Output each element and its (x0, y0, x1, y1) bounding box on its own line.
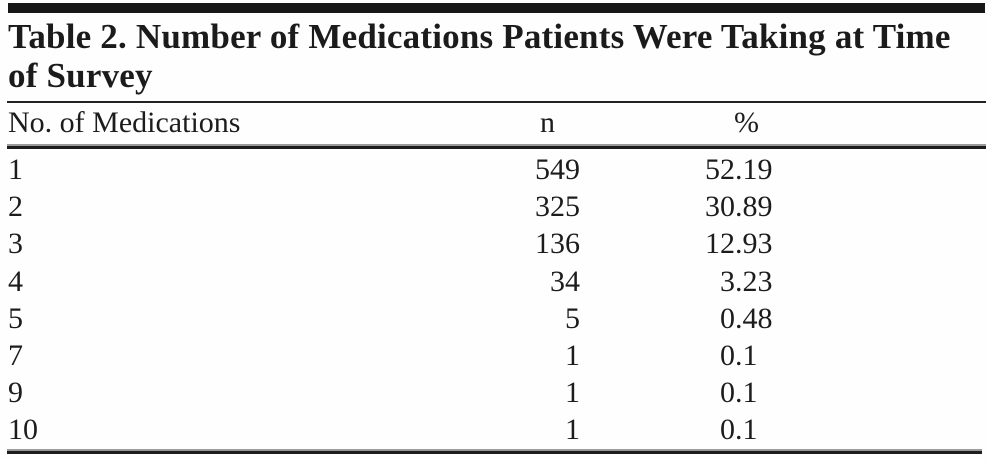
cell-percent-int: 3 (720, 264, 735, 298)
cell-percent-frac: .48 (735, 301, 773, 335)
rule-under-header (7, 144, 986, 149)
cell-n: 1 (565, 338, 580, 372)
cell-medications: 5 (8, 301, 23, 335)
cell-percent-int: 0 (720, 413, 735, 447)
cell-percent: 0.1 (585, 337, 988, 374)
table-body: 1 549 52.19 2 325 30.89 3 136 12.93 4 34… (0, 151, 988, 449)
cell-n: 136 (535, 227, 580, 261)
cell-percent: 3.23 (585, 263, 988, 300)
table-row: 7 1 0.1 (0, 337, 988, 374)
cell-percent-frac: .1 (735, 338, 758, 372)
cell-percent-int: 0 (720, 301, 735, 335)
cell-percent-frac: .1 (735, 413, 758, 447)
cell-n: 34 (550, 264, 580, 298)
table-title-line-2: of Survey (8, 56, 153, 95)
table-row: 3 136 12.93 (0, 225, 988, 262)
cell-percent-frac: .93 (735, 227, 773, 261)
table-title: Table 2. Number of Medications Patients … (8, 17, 986, 95)
cell-medications: 3 (8, 227, 23, 261)
cell-percent-int: 0 (720, 376, 735, 410)
cell-medications: 7 (8, 338, 23, 372)
cell-n: 549 (535, 153, 580, 186)
cell-percent: 30.89 (585, 188, 988, 225)
column-header-n: n (540, 106, 555, 139)
cell-percent: 0.1 (585, 374, 988, 411)
cell-medications: 9 (8, 376, 23, 410)
table-row: 9 1 0.1 (0, 374, 988, 411)
column-header-no-of-medications: No. of Medications (8, 106, 241, 139)
table-row: 1 549 52.19 (0, 151, 988, 188)
table-row: 4 34 3.23 (0, 263, 988, 300)
table-header-row: No. of Medications n % (0, 102, 988, 144)
rule-bottom (7, 449, 982, 454)
cell-percent: 0.48 (585, 300, 988, 337)
cell-n: 1 (565, 413, 580, 447)
cell-percent-int: 12 (705, 227, 735, 261)
cell-n: 5 (565, 301, 580, 335)
table-row: 10 1 0.1 (0, 411, 988, 448)
cell-percent: 12.93 (585, 225, 988, 262)
column-header-percent: % (734, 106, 759, 139)
table-title-line-1: Table 2. Number of Medications Patients … (8, 17, 951, 56)
cell-percent-frac: .19 (735, 153, 773, 186)
cell-percent-int: 52 (705, 153, 735, 186)
cell-n: 1 (565, 376, 580, 410)
cell-medications: 1 (8, 153, 23, 186)
rule-under-title (7, 101, 986, 103)
table-row: 5 5 0.48 (0, 300, 988, 337)
cell-percent: 52.19 (585, 151, 988, 188)
table-top-bar (8, 3, 985, 13)
cell-percent: 0.1 (585, 411, 988, 448)
cell-percent-int: 0 (720, 338, 735, 372)
cell-percent-frac: .89 (735, 190, 773, 224)
cell-percent-frac: .1 (735, 376, 758, 410)
table-row: 2 325 30.89 (0, 188, 988, 225)
cell-medications: 10 (8, 413, 38, 447)
cell-percent-frac: .23 (735, 264, 773, 298)
cell-medications: 4 (8, 264, 23, 298)
cell-medications: 2 (8, 190, 23, 224)
cell-n: 325 (535, 190, 580, 224)
cell-percent-int: 30 (705, 190, 735, 224)
